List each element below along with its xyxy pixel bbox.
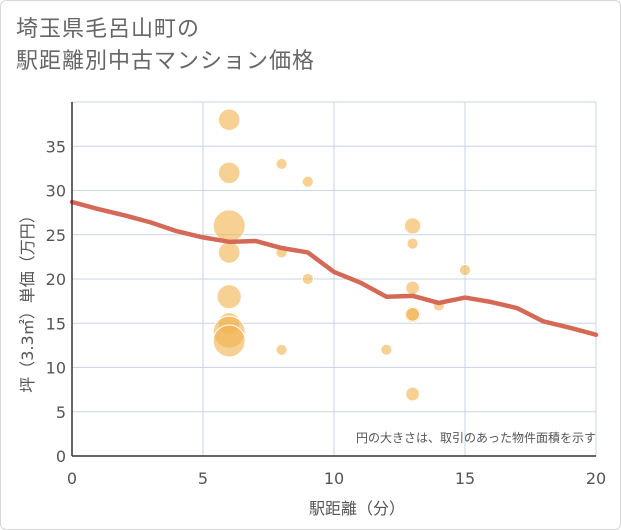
- data-point: [301, 272, 314, 286]
- x-axis-label: 駅距離（分）: [309, 499, 405, 518]
- x-tick-label: 0: [67, 469, 77, 488]
- y-tick-label: 20: [46, 270, 66, 289]
- y-tick-label: 5: [56, 403, 66, 422]
- data-point: [405, 280, 421, 296]
- y-tick-label: 30: [46, 182, 66, 201]
- x-tick-label: 20: [586, 469, 606, 488]
- data-point: [405, 307, 421, 322]
- y-tick-label: 15: [46, 314, 66, 333]
- trend-line: [69, 199, 599, 338]
- data-point: [380, 343, 393, 356]
- data-point: [405, 386, 421, 402]
- y-tick-label: 25: [46, 226, 66, 245]
- data-point: [212, 324, 246, 358]
- chart-title: 埼玉県毛呂山町の 駅距離別中古マンション価格: [16, 14, 315, 78]
- x-tick-label: 10: [324, 469, 344, 488]
- x-tick-label: 5: [198, 469, 208, 488]
- x-tick-label: 15: [455, 469, 475, 488]
- data-point: [216, 284, 242, 310]
- trend-layer: [69, 199, 599, 338]
- data-point: [217, 241, 241, 264]
- chart-title-line2: 駅距離別中古マンション価格: [16, 49, 316, 74]
- data-point: [403, 217, 422, 235]
- data-point: [458, 264, 472, 277]
- data-point: [275, 157, 288, 171]
- y-axis-label: 坪（3.3㎡）単価（万円）: [18, 207, 37, 392]
- data-point: [217, 161, 241, 185]
- data-point: [212, 209, 246, 243]
- chart-title-line1: 埼玉県毛呂山町の: [16, 17, 201, 42]
- data-point: [406, 237, 419, 250]
- grid-layer: [71, 101, 597, 457]
- data-point: [275, 343, 288, 356]
- data-point: [217, 108, 241, 131]
- data-point: [301, 175, 314, 188]
- size-annotation: 円の大きさは、取引のあった物件面積を示す: [356, 430, 596, 445]
- y-tick-label: 35: [46, 137, 66, 156]
- y-tick-label: 0: [56, 447, 66, 466]
- axis-layer: 0 5 10 15 20 0 5 10 15 20 25 30 35: [46, 102, 606, 488]
- bubble-layer: [212, 108, 472, 402]
- y-tick-label: 10: [46, 359, 66, 378]
